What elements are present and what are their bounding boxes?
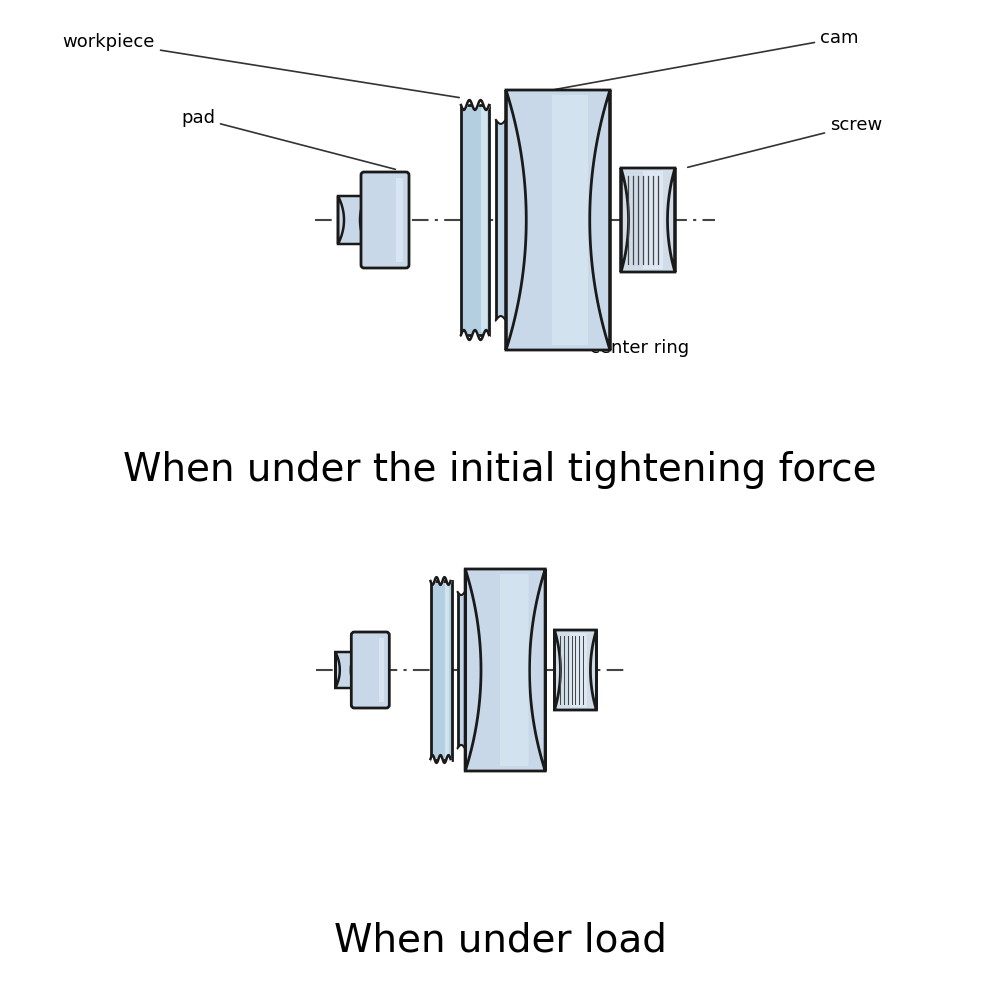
- Polygon shape: [465, 569, 545, 771]
- Polygon shape: [506, 90, 610, 350]
- Text: screw: screw: [688, 116, 882, 167]
- FancyBboxPatch shape: [361, 172, 409, 268]
- FancyBboxPatch shape: [496, 120, 534, 320]
- FancyBboxPatch shape: [479, 595, 484, 745]
- Text: workpiece: workpiece: [63, 33, 459, 98]
- Polygon shape: [621, 168, 675, 272]
- Polygon shape: [643, 171, 663, 269]
- Polygon shape: [552, 95, 588, 345]
- Polygon shape: [570, 633, 586, 707]
- Polygon shape: [335, 652, 355, 688]
- FancyBboxPatch shape: [444, 584, 448, 757]
- FancyBboxPatch shape: [524, 123, 531, 317]
- FancyBboxPatch shape: [458, 592, 487, 748]
- FancyBboxPatch shape: [430, 581, 452, 760]
- Polygon shape: [338, 196, 366, 244]
- Polygon shape: [500, 574, 528, 766]
- Text: pad: pad: [181, 109, 395, 169]
- Text: When under load: When under load: [334, 921, 666, 959]
- Text: When under the initial tightening force: When under the initial tightening force: [123, 451, 877, 489]
- FancyBboxPatch shape: [351, 632, 389, 708]
- Text: center ring: center ring: [519, 326, 689, 357]
- FancyBboxPatch shape: [461, 105, 489, 335]
- Polygon shape: [554, 630, 596, 710]
- FancyBboxPatch shape: [481, 108, 487, 332]
- Text: cam: cam: [555, 29, 858, 90]
- FancyBboxPatch shape: [379, 638, 384, 702]
- FancyBboxPatch shape: [396, 178, 403, 262]
